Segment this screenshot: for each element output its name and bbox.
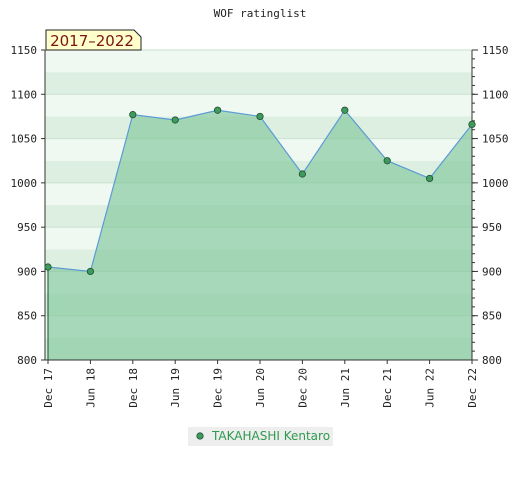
x-tick-label: Dec 18 xyxy=(127,368,140,408)
y-tick-label-left: 1150 xyxy=(11,44,38,57)
axes: 800 800 850 850 900 900 950 950 1000 1000 1050 1050… xyxy=(11,44,509,408)
data-point xyxy=(468,120,476,129)
badge-box xyxy=(45,29,142,51)
background-band xyxy=(45,94,472,117)
x-tick-label: Jun 18 xyxy=(84,368,97,408)
y-tick-label-left: 850 xyxy=(17,310,37,323)
x-tick-label: Dec 19 xyxy=(212,368,225,408)
y-tick-label-left: 1100 xyxy=(11,88,38,101)
y-tick-label-left: 1000 xyxy=(11,177,38,190)
x-tick-label: Dec 22 xyxy=(466,368,479,408)
y-tick-label-right: 850 xyxy=(482,310,502,323)
data-point xyxy=(256,112,264,121)
badge-label: 2017–2022 xyxy=(50,32,134,50)
y-tick-label-right: 950 xyxy=(482,221,502,234)
y-tick-label-left: 900 xyxy=(17,265,37,278)
data-point xyxy=(214,106,222,114)
data-point xyxy=(129,111,137,119)
area-fill xyxy=(48,110,472,360)
data-points xyxy=(44,106,476,276)
x-tick-label: Dec 20 xyxy=(296,368,309,408)
x-tick-label: Dec 21 xyxy=(381,368,394,408)
y-tick-label-right: 1150 xyxy=(482,44,509,57)
y-tick-label-right: 900 xyxy=(482,265,502,278)
legend-box xyxy=(188,427,333,446)
legend[interactable]: TAKAHASHI Kentaro xyxy=(188,427,333,446)
x-tick-label: Jun 22 xyxy=(424,368,437,408)
x-tick-label: Jun 20 xyxy=(254,368,267,408)
data-point xyxy=(171,116,179,124)
data-point xyxy=(383,157,391,165)
x-tick-label: Dec 17 xyxy=(42,368,55,408)
background-band xyxy=(45,50,472,73)
background-band xyxy=(45,72,472,95)
legend-label: TAKAHASHI Kentaro xyxy=(211,429,330,443)
y-tick-label-right: 1100 xyxy=(482,88,509,101)
period-badge: 2017–2022 xyxy=(45,29,142,51)
y-tick-label-left: 800 xyxy=(17,354,37,367)
y-tick-label-left: 1050 xyxy=(11,133,38,146)
x-tick-label: Jun 19 xyxy=(169,368,182,408)
data-point xyxy=(86,267,95,276)
data-point xyxy=(298,170,306,178)
y-tick-label-right: 1000 xyxy=(482,177,509,190)
data-point xyxy=(425,174,434,183)
data-point xyxy=(44,263,52,271)
x-tick-label: Jun 21 xyxy=(339,368,352,408)
y-tick-label-right: 1050 xyxy=(482,133,509,146)
data-point xyxy=(341,106,349,114)
y-tick-label-left: 950 xyxy=(17,221,37,234)
chart-title: WOF ratinglist xyxy=(214,7,307,20)
y-tick-label-right: 800 xyxy=(482,354,502,367)
legend-marker xyxy=(196,432,204,440)
